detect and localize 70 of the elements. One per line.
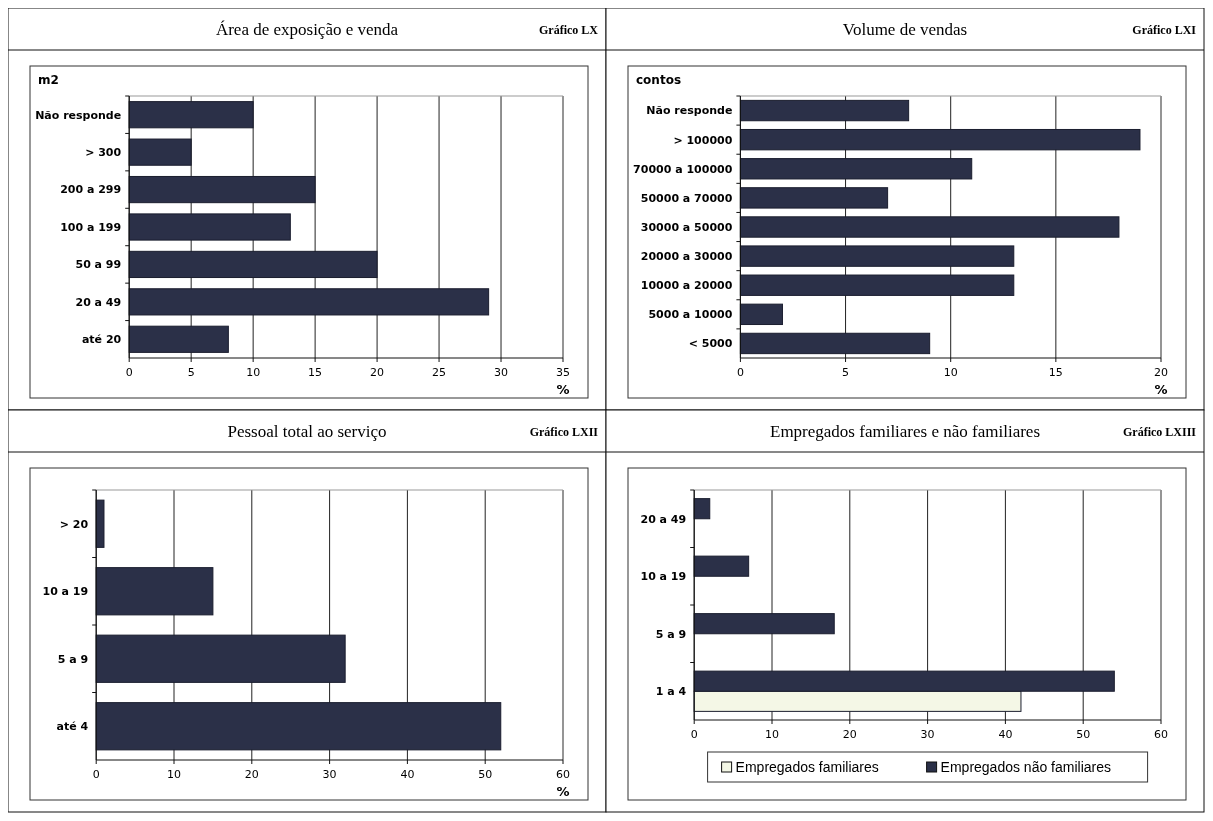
x-tick-label: 30 [494, 366, 509, 379]
x-tick-label: 40 [998, 728, 1013, 741]
x-tick-label: 35 [556, 366, 570, 379]
y-tick-label: > 300 [85, 145, 122, 159]
x-tick-label: 20 [842, 728, 857, 741]
x-tick-label: 20 [244, 768, 259, 781]
x-tick-label: 0 [125, 366, 133, 379]
x-tick-label: 0 [690, 728, 698, 741]
y-tick-label: Não responde [646, 104, 733, 118]
x-tick-label: 15 [1048, 366, 1063, 379]
x-tick-label: 5 [842, 366, 850, 379]
y-tick-label: 30000 a 50000 [640, 220, 733, 234]
y-tick-label: 5 a 9 [57, 652, 89, 666]
x-tick-label: 10 [943, 366, 958, 379]
x-axis-title: % [1154, 382, 1168, 397]
y-tick-label: até 4 [56, 720, 89, 734]
chart-title: Empregados familiares e não familiares [770, 422, 1040, 441]
y-tick-label: 20000 a 30000 [640, 249, 733, 263]
chart-title: Volume de vendas [842, 20, 968, 39]
y-tick-label: 100 a 199 [60, 220, 122, 234]
y-tick-label: > 20 [59, 517, 89, 531]
bar [693, 555, 750, 577]
chart-title: Pessoal total ao serviço [227, 422, 387, 441]
y-tick-label: 20 a 49 [75, 295, 122, 309]
y-tick-label: > 100000 [673, 133, 733, 147]
y-tick-label: 10 a 19 [42, 585, 89, 599]
y-tick-label: 70000 a 100000 [633, 162, 733, 176]
x-tick-label: 5 [187, 366, 195, 379]
x-tick-label: 60 [1154, 728, 1168, 741]
x-tick-label: 20 [1154, 366, 1168, 379]
y-tick-label: 5000 a 10000 [648, 308, 733, 322]
legend-label: Empregados não familiares [940, 758, 1112, 775]
chart-title: Área de exposição e venda [215, 20, 399, 39]
x-tick-label: 25 [432, 366, 447, 379]
y-axis-title: contos [636, 73, 682, 87]
y-tick-label: 20 a 49 [640, 512, 687, 526]
y-tick-label: < 5000 [688, 337, 733, 351]
y-tick-label: 200 a 299 [60, 183, 122, 197]
x-tick-label: 10 [167, 768, 181, 781]
x-tick-label: 15 [308, 366, 323, 379]
x-tick-label: 10 [246, 366, 261, 379]
text: Gráfico LXII [529, 425, 599, 439]
y-axis-title: m2 [38, 73, 59, 87]
y-tick-label: Não responde [35, 108, 122, 122]
legend-label: Empregados familiares [735, 758, 879, 775]
x-tick-label: 60 [556, 768, 570, 781]
x-axis-title: % [556, 784, 570, 799]
bar [693, 498, 711, 520]
y-tick-label: 10 a 19 [640, 570, 687, 584]
y-tick-label: 50 a 99 [75, 258, 122, 272]
x-tick-label: 0 [736, 366, 744, 379]
x-tick-label: 30 [322, 768, 337, 781]
x-tick-label: 50 [478, 768, 493, 781]
text: Gráfico LX [539, 23, 599, 37]
bar [95, 499, 105, 548]
text: Gráfico LXIII [1123, 425, 1197, 439]
x-tick-label: 20 [370, 366, 385, 379]
text: Gráfico LXI [1132, 23, 1197, 37]
x-tick-label: 40 [400, 768, 415, 781]
x-tick-label: 50 [1076, 728, 1091, 741]
y-tick-label: 5 a 9 [655, 627, 687, 641]
x-axis-title: % [556, 382, 570, 397]
x-tick-label: 10 [765, 728, 779, 741]
y-tick-label: 10000 a 20000 [640, 279, 733, 293]
bar [739, 303, 783, 326]
y-tick-label: 1 a 4 [655, 685, 687, 699]
y-tick-label: 50000 a 70000 [640, 191, 733, 205]
x-tick-label: 0 [92, 768, 100, 781]
x-tick-label: 30 [920, 728, 935, 741]
y-tick-label: até 20 [81, 333, 122, 347]
